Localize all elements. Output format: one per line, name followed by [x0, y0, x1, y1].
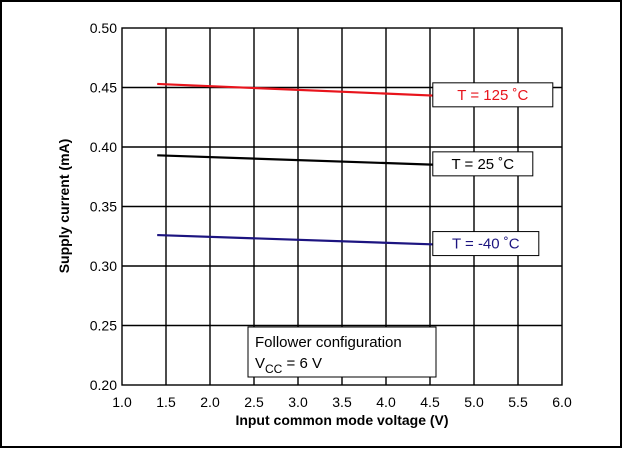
y-axis-label: Supply current (mA): [56, 139, 72, 274]
x-tick-label: 3.5: [332, 394, 352, 410]
y-tick-label: 0.40: [90, 139, 117, 155]
annotation-vcc-v: V: [255, 355, 265, 372]
x-tick-label: 2.0: [200, 394, 220, 410]
x-tick-label: 3.0: [288, 394, 308, 410]
y-tick-label: 0.45: [90, 80, 117, 96]
x-tick-label: 5.0: [464, 394, 484, 410]
series-label: T = -40 ˚C: [452, 236, 520, 253]
series-label: T = 25 ˚C: [451, 156, 514, 173]
series-label: T = 125 ˚C: [457, 87, 528, 104]
x-tick-label: 4.5: [420, 394, 440, 410]
annotation-vcc-value: = 6 V: [282, 355, 322, 372]
x-tick-label: 2.5: [244, 394, 264, 410]
x-tick-label: 6.0: [552, 394, 572, 410]
x-tick-label: 1.5: [156, 394, 176, 410]
y-tick-label: 0.35: [90, 199, 117, 215]
y-tick-label: 0.20: [90, 377, 117, 393]
y-tick-label: 0.30: [90, 258, 117, 274]
x-tick-label: 1.0: [112, 394, 132, 410]
y-tick-label: 0.50: [90, 20, 117, 36]
x-axis-label: Input common mode voltage (V): [235, 412, 448, 428]
x-tick-label: 4.0: [376, 394, 396, 410]
x-tick-label: 5.5: [508, 394, 528, 410]
y-tick-label: 0.25: [90, 318, 117, 334]
annotation-box: Follower configuration VCC = 6 V: [248, 327, 436, 377]
annotation-vcc-sub: CC: [265, 362, 283, 376]
annotation-line1: Follower configuration: [255, 334, 402, 351]
